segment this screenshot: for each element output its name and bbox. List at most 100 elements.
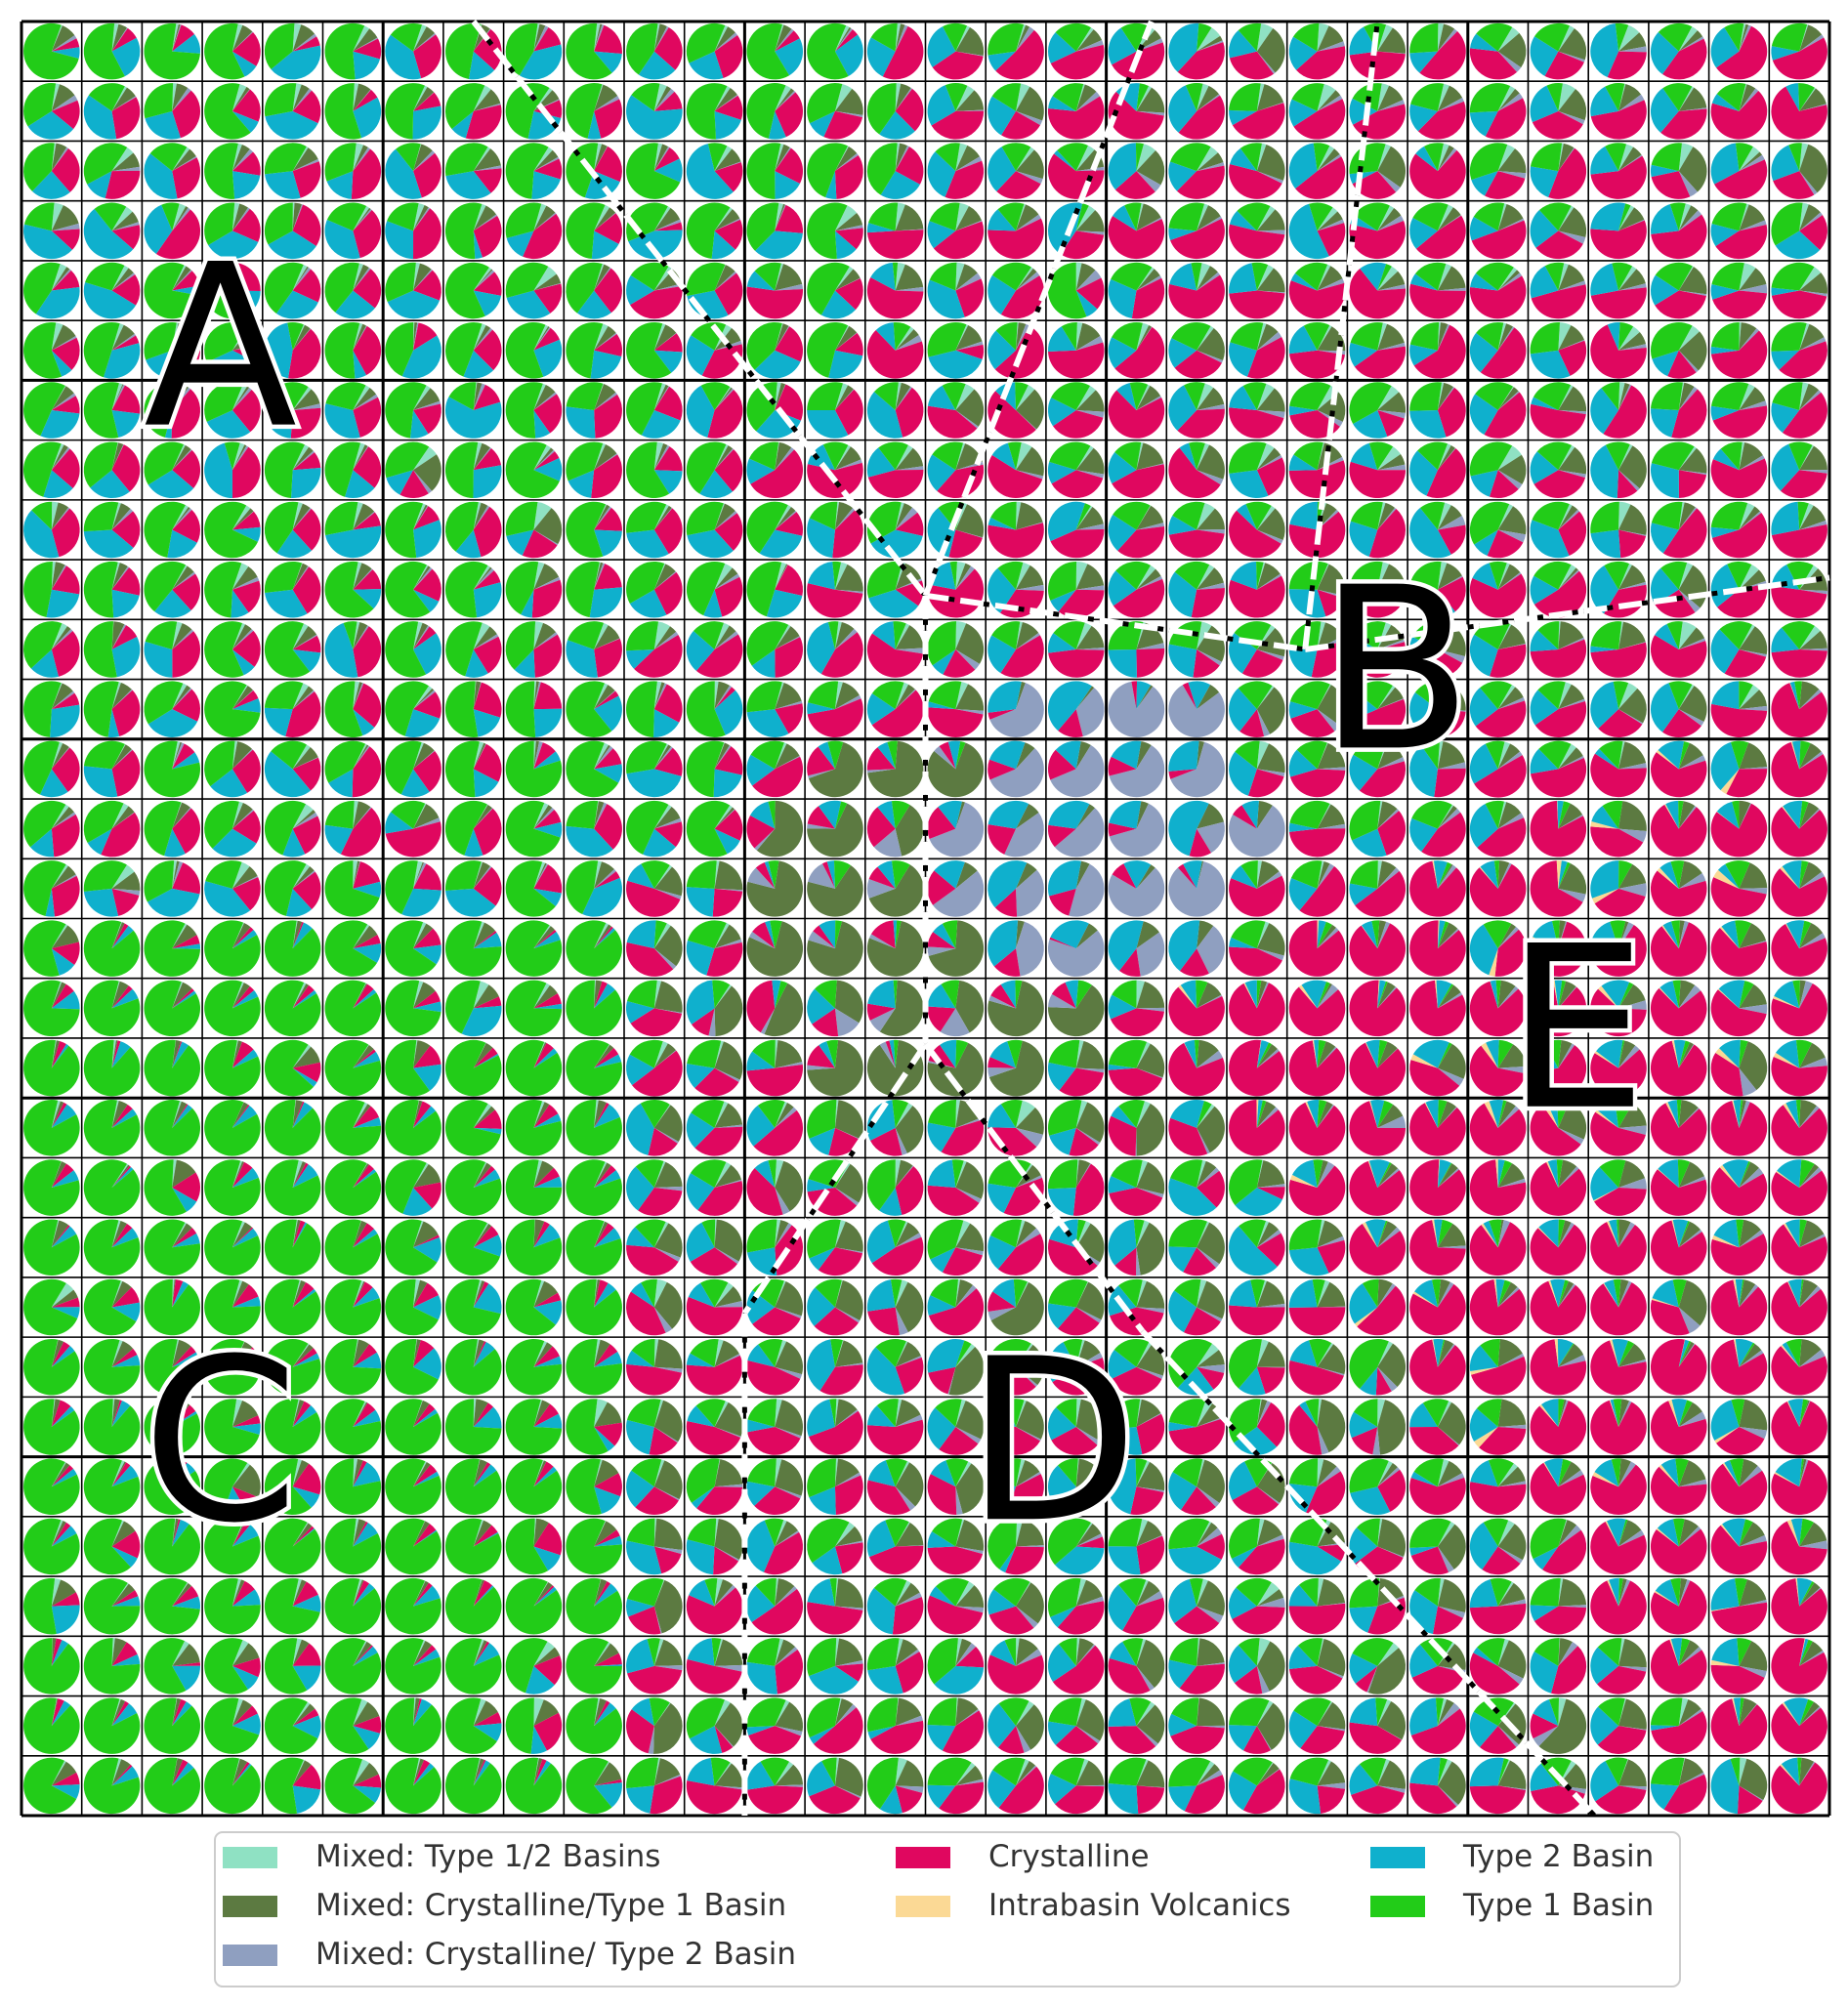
pie-cell <box>324 1159 382 1216</box>
pie-slice <box>653 23 660 52</box>
pie-cell <box>686 501 743 559</box>
pie-slice <box>172 683 188 710</box>
pie-slice <box>714 503 725 530</box>
pie-cell <box>23 1278 80 1336</box>
pie-slice <box>748 441 779 471</box>
pie-slice <box>111 146 134 172</box>
pie-slice <box>444 501 479 552</box>
pie-slice <box>1771 924 1827 977</box>
pie-slice <box>1296 740 1327 770</box>
pie-slice <box>385 860 418 915</box>
pie-cell <box>1530 143 1587 199</box>
pie-slice <box>1377 171 1401 192</box>
pie-slice <box>172 157 201 199</box>
pie-slice <box>533 324 549 351</box>
pie-slice <box>1720 769 1740 795</box>
pie-slice <box>1437 266 1466 291</box>
pie-slice <box>533 394 563 434</box>
pie-cell <box>144 22 201 80</box>
pie-slice <box>626 800 669 855</box>
pie-slice <box>714 687 735 710</box>
pie-slice <box>292 502 303 530</box>
pie-slice <box>1780 470 1827 499</box>
pie-slice <box>1558 921 1568 949</box>
pie-slice <box>1590 821 1619 829</box>
pie-slice <box>955 384 975 411</box>
pie-slice <box>1650 164 1679 178</box>
pie-slice <box>1377 83 1390 111</box>
pie-cell <box>1771 920 1827 977</box>
pie-slice <box>866 392 903 439</box>
pie-cell <box>1710 920 1768 977</box>
pie-slice <box>1136 463 1164 471</box>
pie-slice <box>1377 271 1406 291</box>
pie-slice <box>353 83 371 111</box>
pie-slice <box>1170 218 1225 260</box>
pie-slice <box>1558 509 1580 530</box>
pie-cell <box>1771 681 1827 737</box>
pie-slice <box>1437 861 1451 889</box>
pie-slice <box>653 684 683 723</box>
pie-cell <box>144 621 201 678</box>
pie-slice <box>353 925 378 949</box>
pie-cell <box>1469 262 1527 319</box>
pie-slice <box>396 143 421 172</box>
pie-slice <box>1109 800 1142 829</box>
pie-slice <box>533 805 553 829</box>
pie-slice <box>1113 205 1137 231</box>
pie-slice <box>231 171 261 199</box>
pie-slice <box>1437 648 1465 663</box>
pie-slice <box>1480 860 1498 889</box>
pie-slice <box>292 33 317 52</box>
pie-slice <box>818 741 835 770</box>
pie-slice <box>533 622 557 649</box>
pie-cell <box>264 441 321 499</box>
pie-slice <box>686 22 726 63</box>
pie-slice <box>292 202 302 231</box>
pie-cell <box>23 83 80 140</box>
pie-slice <box>1799 23 1809 52</box>
pie-slice <box>594 504 608 530</box>
pie-slice <box>949 561 957 590</box>
pie-slice <box>1050 589 1076 612</box>
pie-slice <box>1197 582 1225 590</box>
pie-slice <box>1197 403 1225 411</box>
pie-slice <box>1290 709 1335 737</box>
pie-slice <box>1256 709 1271 737</box>
pie-slice <box>929 262 957 291</box>
pie-slice <box>1590 324 1647 379</box>
pie-slice <box>1047 153 1105 199</box>
pie-slice <box>714 86 731 111</box>
pie-slice <box>1650 463 1679 499</box>
pie-slice <box>775 38 804 76</box>
pie-slice <box>1075 27 1094 52</box>
pie-slice <box>400 769 430 798</box>
pie-slice <box>1678 386 1698 411</box>
pie-cell <box>144 143 201 199</box>
pie-cell <box>566 681 622 737</box>
pie-slice <box>1497 144 1516 172</box>
pie-slice <box>111 443 124 471</box>
pie-slice <box>353 860 360 889</box>
pie-slice <box>147 470 194 499</box>
pie-slice <box>631 83 660 111</box>
pie-slice <box>1558 637 1585 649</box>
pie-cell <box>1288 322 1346 379</box>
pie-slice <box>955 90 985 111</box>
pie-slice <box>1785 83 1800 111</box>
pie-slice <box>895 229 924 231</box>
pie-slice <box>834 694 861 710</box>
pie-slice <box>834 389 855 411</box>
pie-slice <box>566 143 599 198</box>
pie-slice <box>1558 28 1587 61</box>
pie-slice <box>292 863 311 889</box>
pie-slice <box>328 769 354 798</box>
pie-slice <box>413 944 441 965</box>
pie-slice <box>1678 331 1707 371</box>
pie-cell <box>444 143 502 199</box>
pie-slice <box>83 95 117 140</box>
pie-slice <box>807 698 863 737</box>
pie-slice <box>714 444 729 471</box>
pie-slice <box>1108 570 1137 607</box>
pie-slice <box>413 92 441 111</box>
